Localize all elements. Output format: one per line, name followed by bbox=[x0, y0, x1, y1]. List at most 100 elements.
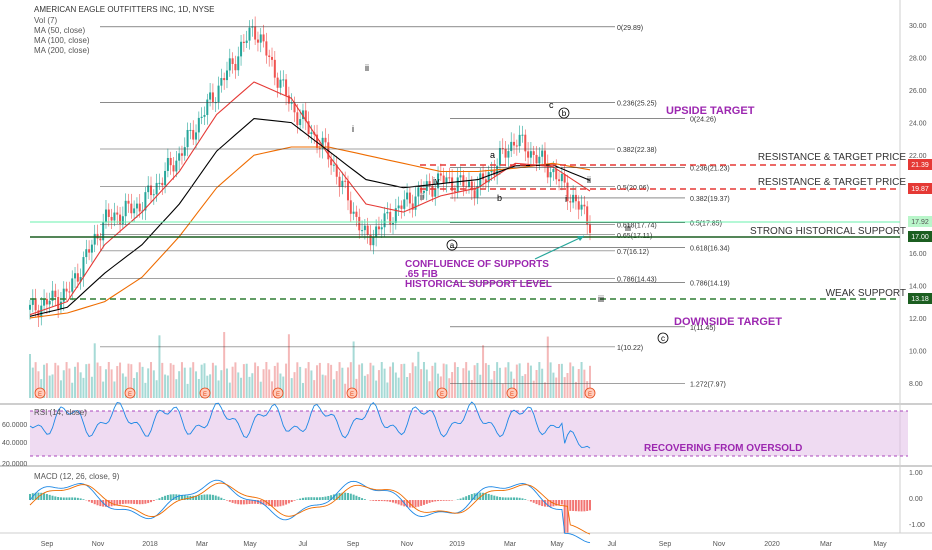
earnings-marker bbox=[272, 387, 284, 399]
macd-histogram-bar bbox=[583, 500, 586, 512]
macd-histogram-bar bbox=[271, 500, 274, 507]
candle-body bbox=[178, 153, 181, 161]
macd-tick-0: 0.00 bbox=[909, 496, 923, 503]
macd-histogram-bar bbox=[456, 499, 459, 500]
candle-body bbox=[372, 237, 375, 246]
macd-histogram-bar bbox=[546, 500, 549, 507]
volume-bar bbox=[538, 362, 541, 398]
price-tick-label: 22.00 bbox=[909, 153, 927, 160]
candle-body bbox=[138, 203, 141, 212]
macd-histogram-bar bbox=[377, 500, 380, 502]
macd-histogram-bar bbox=[358, 496, 361, 500]
wave-c-circle-label: c bbox=[661, 334, 665, 343]
candle-body bbox=[93, 233, 96, 245]
candle-body bbox=[307, 121, 310, 135]
badge-current bbox=[908, 216, 932, 227]
macd-histogram-bar bbox=[186, 495, 189, 500]
price-tick-label: 12.00 bbox=[909, 316, 927, 323]
volume-bar bbox=[45, 363, 48, 398]
volume-bar bbox=[121, 373, 124, 398]
volume-bar bbox=[383, 368, 386, 398]
volume-bar bbox=[484, 363, 487, 398]
macd-histogram-bar bbox=[116, 500, 119, 506]
macd-histogram-bar bbox=[437, 500, 440, 502]
candle-body bbox=[316, 134, 319, 148]
macd-histogram-bar bbox=[133, 500, 136, 504]
candle-body bbox=[510, 141, 513, 152]
macd-histogram-bar bbox=[144, 500, 147, 504]
volume-bar bbox=[406, 376, 409, 398]
candle-body bbox=[62, 288, 65, 302]
volume-bar bbox=[397, 377, 400, 398]
macd-histogram-bar bbox=[448, 500, 451, 501]
fib-levels: 0(29.89)0.236(25.25)0.382(22.38)0.5(20.0… bbox=[100, 25, 730, 388]
macd-histogram-bar bbox=[214, 495, 217, 500]
volume-bar bbox=[330, 364, 333, 398]
volume-bar bbox=[316, 365, 319, 398]
candle-body bbox=[161, 182, 164, 186]
volume-bar bbox=[225, 368, 228, 398]
candle-body bbox=[76, 273, 79, 282]
fib-extension-label: 0(24.26) bbox=[690, 116, 716, 123]
volume-bar bbox=[65, 362, 68, 398]
volume-bar bbox=[386, 382, 389, 398]
macd-histogram-bar bbox=[88, 500, 91, 502]
volume-bar bbox=[276, 362, 279, 398]
volume-bar bbox=[206, 375, 209, 398]
moving-averages bbox=[29, 81, 591, 319]
macd-histogram-bar bbox=[48, 494, 51, 500]
macd-histogram-bar bbox=[451, 500, 454, 501]
candle-body bbox=[377, 226, 380, 230]
volume-bar bbox=[96, 362, 99, 398]
candle-body bbox=[417, 187, 420, 197]
macd-histogram-bar bbox=[203, 494, 206, 500]
volume-bar bbox=[555, 377, 558, 398]
volume-bar bbox=[560, 363, 563, 398]
downside-target-label: DOWNSIDE TARGET bbox=[674, 316, 782, 328]
macd-histogram-bar bbox=[192, 495, 195, 500]
macd-histogram-bar bbox=[223, 499, 226, 500]
volume-bar bbox=[79, 372, 82, 398]
candle-body bbox=[96, 233, 99, 239]
candle-body bbox=[420, 187, 423, 193]
candle-body bbox=[366, 225, 369, 235]
candle-body bbox=[158, 182, 161, 184]
volume-bar bbox=[296, 362, 299, 398]
earnings-marker-label: E bbox=[203, 392, 207, 398]
macd-histogram-bar bbox=[29, 493, 31, 500]
earnings-marker bbox=[199, 387, 211, 399]
macd-histogram-bar bbox=[183, 495, 186, 500]
candle-body bbox=[217, 85, 220, 103]
macd-histogram-bar bbox=[119, 500, 122, 505]
candle-body bbox=[515, 145, 518, 147]
volume-bar bbox=[299, 366, 302, 398]
volume-bar bbox=[135, 372, 138, 398]
macd-histogram-bar bbox=[406, 500, 409, 508]
candle-body bbox=[152, 194, 155, 196]
volume-bar bbox=[158, 335, 161, 398]
macd-histogram-bar bbox=[282, 500, 285, 506]
volume-bar bbox=[186, 383, 189, 398]
macd-histogram-bar bbox=[76, 497, 79, 500]
macd-histogram-bar bbox=[209, 494, 212, 500]
volume-bar bbox=[338, 362, 341, 398]
candle-body bbox=[82, 257, 85, 278]
candle-body bbox=[223, 78, 226, 81]
macd-histogram-bar bbox=[321, 497, 324, 500]
candle-body bbox=[104, 209, 107, 223]
volume-bar bbox=[54, 362, 57, 398]
candle-body bbox=[569, 201, 572, 203]
macd-histogram-bar bbox=[57, 496, 60, 500]
candle-body bbox=[119, 214, 122, 224]
candle-body bbox=[479, 173, 482, 186]
fib-retracement-label: 1(10.22) bbox=[617, 345, 643, 352]
volume-bar bbox=[59, 380, 62, 398]
axes: 30.0028.0026.0024.0022.0020.0018.0016.00… bbox=[41, 23, 927, 548]
candle-body bbox=[400, 205, 403, 209]
candle-body bbox=[507, 151, 510, 158]
volume-bar bbox=[479, 374, 482, 398]
volume-bar bbox=[437, 373, 440, 398]
candle-body bbox=[90, 244, 93, 253]
volume-bar bbox=[321, 374, 324, 398]
